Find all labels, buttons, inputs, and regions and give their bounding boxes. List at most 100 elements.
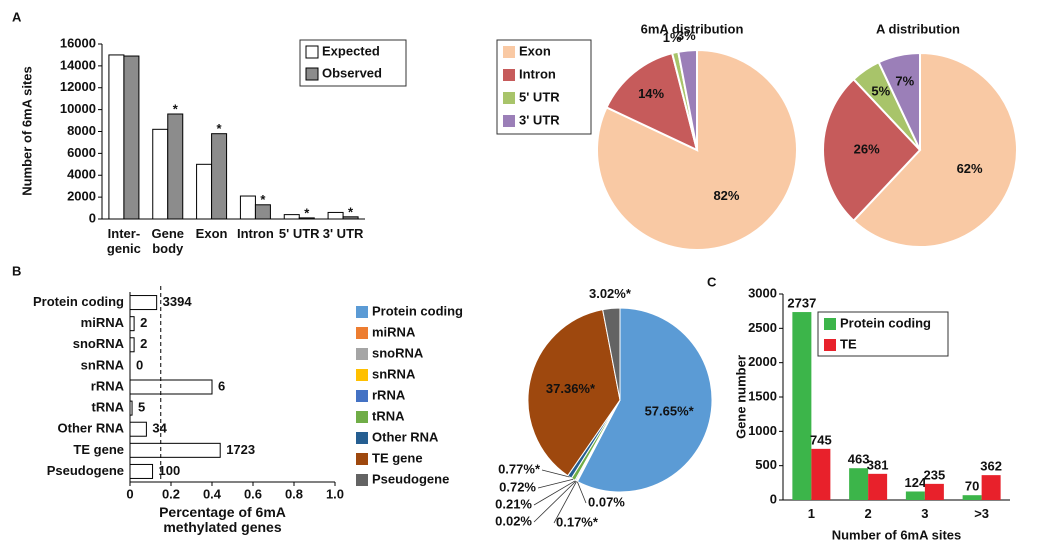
y-tick-label: 2000 <box>67 189 96 204</box>
bar <box>342 216 359 220</box>
legend-swatch <box>824 339 836 351</box>
bar <box>981 475 1001 500</box>
pie-slice <box>877 51 921 151</box>
x-axis-label: Percentage of 6mA methylated genes <box>159 504 286 535</box>
x-axis-label: Number of 6mA sites <box>832 527 962 542</box>
y-tick-label: 8000 <box>67 123 96 138</box>
data-label: 235 <box>924 467 946 482</box>
legend-swatch <box>824 318 836 330</box>
annotation: * <box>173 101 179 116</box>
bar <box>129 316 135 332</box>
legend-swatch <box>305 45 319 59</box>
legend-label: 3' UTR <box>519 112 560 127</box>
legend-label: snoRNA <box>372 345 424 360</box>
y-tick-label: 500 <box>755 457 777 472</box>
y-tick-label: Pseudogene <box>47 463 124 478</box>
bar <box>123 55 140 220</box>
x-tick-label: 0.4 <box>203 486 222 501</box>
x-tick-label: 1.0 <box>326 486 344 501</box>
bar <box>298 217 315 220</box>
annotation: * <box>217 121 223 136</box>
y-tick-label: 0 <box>770 491 777 506</box>
y-tick-label: 1000 <box>748 423 777 438</box>
bar <box>129 295 158 311</box>
y-tick-label: 12000 <box>60 79 96 94</box>
legend-label: 5' UTR <box>519 89 560 104</box>
y-tick-label: Other RNA <box>58 421 125 436</box>
leader-line <box>576 481 587 504</box>
bar <box>129 379 213 395</box>
y-tick-label: 14000 <box>60 57 96 72</box>
x-tick-label: Intron <box>236 226 274 241</box>
legend-swatch <box>503 46 515 58</box>
leader-line <box>533 480 577 523</box>
legend-swatch <box>503 69 515 81</box>
y-tick-label: 16000 <box>60 35 96 50</box>
legend-swatch <box>356 411 368 423</box>
leader-line <box>553 480 577 524</box>
annotation: * <box>260 192 266 207</box>
x-tick-label: 3 <box>921 506 929 521</box>
legend-swatch <box>356 390 368 402</box>
legend-label: snRNA <box>372 366 416 381</box>
data-label: 5% <box>871 84 890 99</box>
data-label: 1% <box>663 30 682 45</box>
y-tick-label: 6000 <box>67 145 96 160</box>
bar <box>108 54 125 220</box>
chart-title: A distribution <box>876 21 960 36</box>
data-label: 3% <box>677 28 696 43</box>
legend-swatch <box>356 369 368 381</box>
data-label: 381 <box>867 457 889 472</box>
bar <box>152 128 169 220</box>
legend-label: tRNA <box>372 408 405 423</box>
annotation: * <box>304 205 310 220</box>
count-label: 3394 <box>163 294 193 309</box>
x-tick-label: 5' UTR <box>278 226 320 241</box>
legend-swatch <box>503 115 515 127</box>
data-label: 0.77%* <box>498 461 541 476</box>
pie-slice <box>576 307 713 493</box>
y-tick-label: snoRNA <box>73 336 125 351</box>
bar <box>792 312 812 500</box>
x-tick-label: 0.8 <box>285 486 303 501</box>
annotation: * <box>348 204 354 219</box>
chart-title: 6mA distribution <box>641 21 744 36</box>
bar <box>849 468 869 500</box>
panel-label: A <box>12 9 22 24</box>
count-label: 5 <box>138 400 145 415</box>
bar <box>924 483 944 500</box>
x-tick-label: 2 <box>864 506 872 521</box>
bar <box>905 491 925 500</box>
y-tick-label: 1500 <box>748 388 777 403</box>
y-tick-label: 0 <box>89 210 96 225</box>
legend-swatch <box>356 327 368 339</box>
legend-label: TE <box>840 336 857 351</box>
data-label: 0.21% <box>495 496 532 511</box>
y-tick-label: miRNA <box>81 315 125 330</box>
y-tick-label: Protein coding <box>33 294 124 309</box>
bar <box>129 421 147 437</box>
data-label: 745 <box>810 432 832 447</box>
y-tick-label: 2500 <box>748 320 777 335</box>
data-label: 82% <box>713 188 739 203</box>
x-tick-label: 3' UTR <box>322 226 364 241</box>
data-label: 2737 <box>787 295 816 310</box>
legend-swatch <box>356 432 368 444</box>
data-label: 7% <box>895 73 914 88</box>
legend-label: Exon <box>519 43 551 58</box>
pie-slice <box>852 51 1018 248</box>
y-axis-label: Number of 6mA sites <box>19 66 34 196</box>
data-label: 14% <box>638 86 664 101</box>
legend-swatch <box>356 453 368 465</box>
panel-label: C <box>707 274 717 289</box>
legend-swatch <box>305 67 319 81</box>
count-label: 6 <box>218 378 225 393</box>
y-axis-label: Gene number <box>733 355 748 439</box>
legend-swatch <box>503 92 515 104</box>
pie-slice <box>602 307 621 401</box>
count-label: 100 <box>159 463 181 478</box>
legend-label: TE gene <box>372 450 423 465</box>
y-tick-label: rRNA <box>91 378 125 393</box>
x-tick-label: Inter-genic <box>106 226 141 256</box>
data-label: 62% <box>957 161 983 176</box>
